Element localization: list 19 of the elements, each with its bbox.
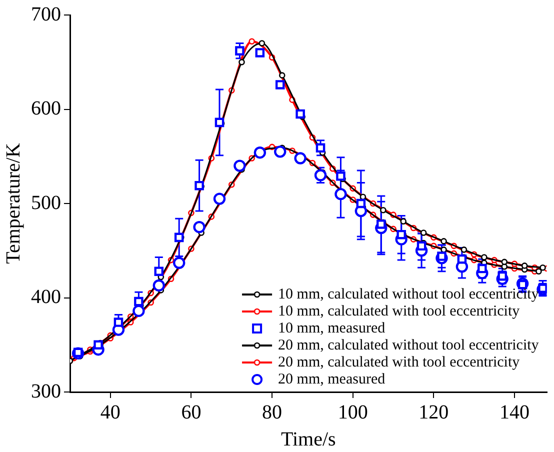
x-tick-label: 140 <box>499 401 530 424</box>
y-axis-title: Temperature/K <box>2 142 24 264</box>
y-tick-label: 600 <box>31 98 61 120</box>
legend-label: 20 mm, calculated without tool eccentricity <box>278 337 540 354</box>
x-tick-label: 120 <box>418 401 449 424</box>
y-tick-label: 500 <box>31 192 61 214</box>
x-tick-label: 40 <box>100 401 120 424</box>
legend-label: 10 mm, calculated with tool eccentricity <box>278 303 520 320</box>
x-tick-label: 60 <box>181 401 202 424</box>
legend-label: 10 mm, calculated without tool eccentricity <box>278 286 540 302</box>
y-tick-label: 700 <box>31 3 61 26</box>
legend-label: 20 mm, measured <box>278 371 386 388</box>
legend-label: 10 mm, measured <box>278 320 386 336</box>
y-tick-label: 300 <box>31 380 61 402</box>
x-tick-label: 80 <box>262 401 282 424</box>
x-tick-label: 100 <box>338 401 368 424</box>
legend-label: 20 mm, calculated with tool eccentricity <box>278 354 520 370</box>
x-axis-title: Time/s <box>280 428 336 450</box>
y-tick-label: 400 <box>31 286 61 308</box>
